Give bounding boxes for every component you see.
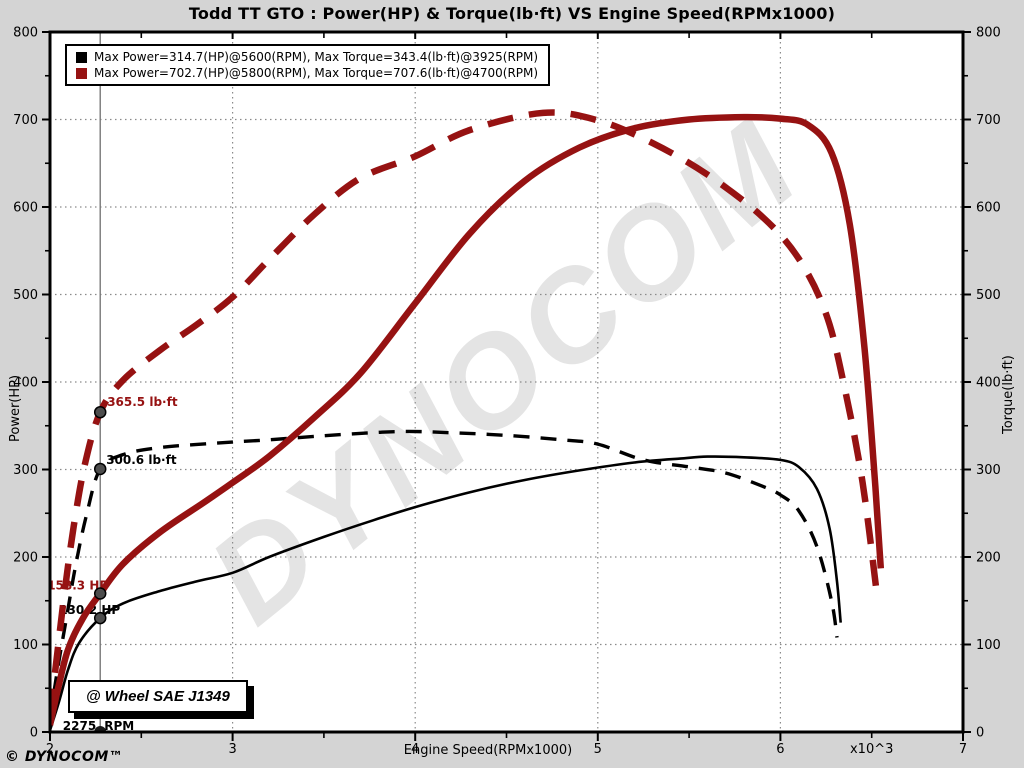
y-axis-label-left: Power(HP): [8, 374, 23, 442]
cursor-rpm-unit-label: RPM: [104, 719, 134, 733]
y-left-tick-label: 200: [13, 551, 38, 566]
legend: Max Power=314.7(HP)@5600(RPM), Max Torqu…: [65, 44, 551, 86]
cursor-value-label: 300.6 lb·ft: [106, 453, 177, 467]
y-right-tick-label: 800: [976, 26, 1001, 41]
x-tick-label: 2: [46, 742, 54, 757]
y-left-tick-label: 100: [13, 638, 38, 653]
brand-logo: © DYNOCOM™: [5, 749, 124, 765]
cursor-marker[interactable]: [93, 587, 107, 600]
y-left-tick-label: 0: [30, 726, 38, 741]
legend-label-black: Max Power=314.7(HP)@5600(RPM), Max Torqu…: [94, 50, 539, 64]
x-axis-exponent-label: x10^3: [850, 742, 893, 757]
y-right-tick-label: 100: [976, 638, 1001, 653]
legend-swatch-black: [76, 51, 87, 63]
cursor-marker[interactable]: [93, 405, 107, 419]
y-left-tick-label: 800: [13, 26, 38, 41]
legend-label-red: Max Power=702.7(HP)@5800(RPM), Max Torqu…: [94, 66, 539, 80]
chart-title: Todd TT GTO : Power(HP) & Torque(lb·ft) …: [188, 4, 836, 23]
tick-labels: 0 0 100 100 200 200 300 300 400 400 500 500 600 600 70…: [13, 26, 1001, 758]
y-right-tick-label: 700: [976, 113, 1001, 128]
x-tick-label: 3: [228, 742, 236, 757]
legend-item-red: Max Power=702.7(HP)@5800(RPM), Max Torqu…: [76, 66, 538, 80]
y-right-tick-label: 600: [976, 201, 1001, 216]
x-tick-label: 4: [411, 742, 419, 757]
axis-ticks: [42, 31, 971, 741]
y-right-tick-label: 300: [976, 463, 1001, 478]
cursor-marker[interactable]: [93, 462, 107, 476]
cursor-marker[interactable]: [93, 611, 107, 625]
y-left-tick-label: 700: [13, 113, 38, 128]
y-axis-label-right: Torque(lb·ft): [1001, 355, 1016, 434]
x-tick-label: 6: [776, 742, 784, 757]
series-red-power: [50, 113, 885, 726]
y-right-tick-label: 200: [976, 551, 1001, 566]
y-right-tick-label: 400: [976, 376, 1001, 391]
y-left-tick-label: 300: [13, 463, 38, 478]
legend-swatch-red: [76, 67, 87, 79]
y-left-tick-label: 400: [13, 376, 38, 391]
series-black-torque: [50, 429, 839, 720]
y-right-tick-label: 0: [976, 726, 984, 741]
x-tick-label: 5: [594, 742, 602, 757]
cursor-value-label: 365.5 lb·ft: [107, 395, 178, 409]
y-left-tick-label: 600: [13, 201, 38, 216]
y-right-tick-label: 500: [976, 288, 1001, 303]
legend-item-black: Max Power=314.7(HP)@5600(RPM), Max Torqu…: [76, 50, 538, 64]
y-left-tick-label: 500: [13, 288, 38, 303]
x-axis-label: Engine Speed(RPMx1000): [403, 743, 573, 758]
series-red-torque: [50, 109, 881, 715]
cursor-rpm-label: 2275: [63, 719, 96, 733]
x-tick-label: 7: [959, 742, 967, 757]
annotation-box: @ Wheel SAE J1349: [68, 680, 248, 713]
